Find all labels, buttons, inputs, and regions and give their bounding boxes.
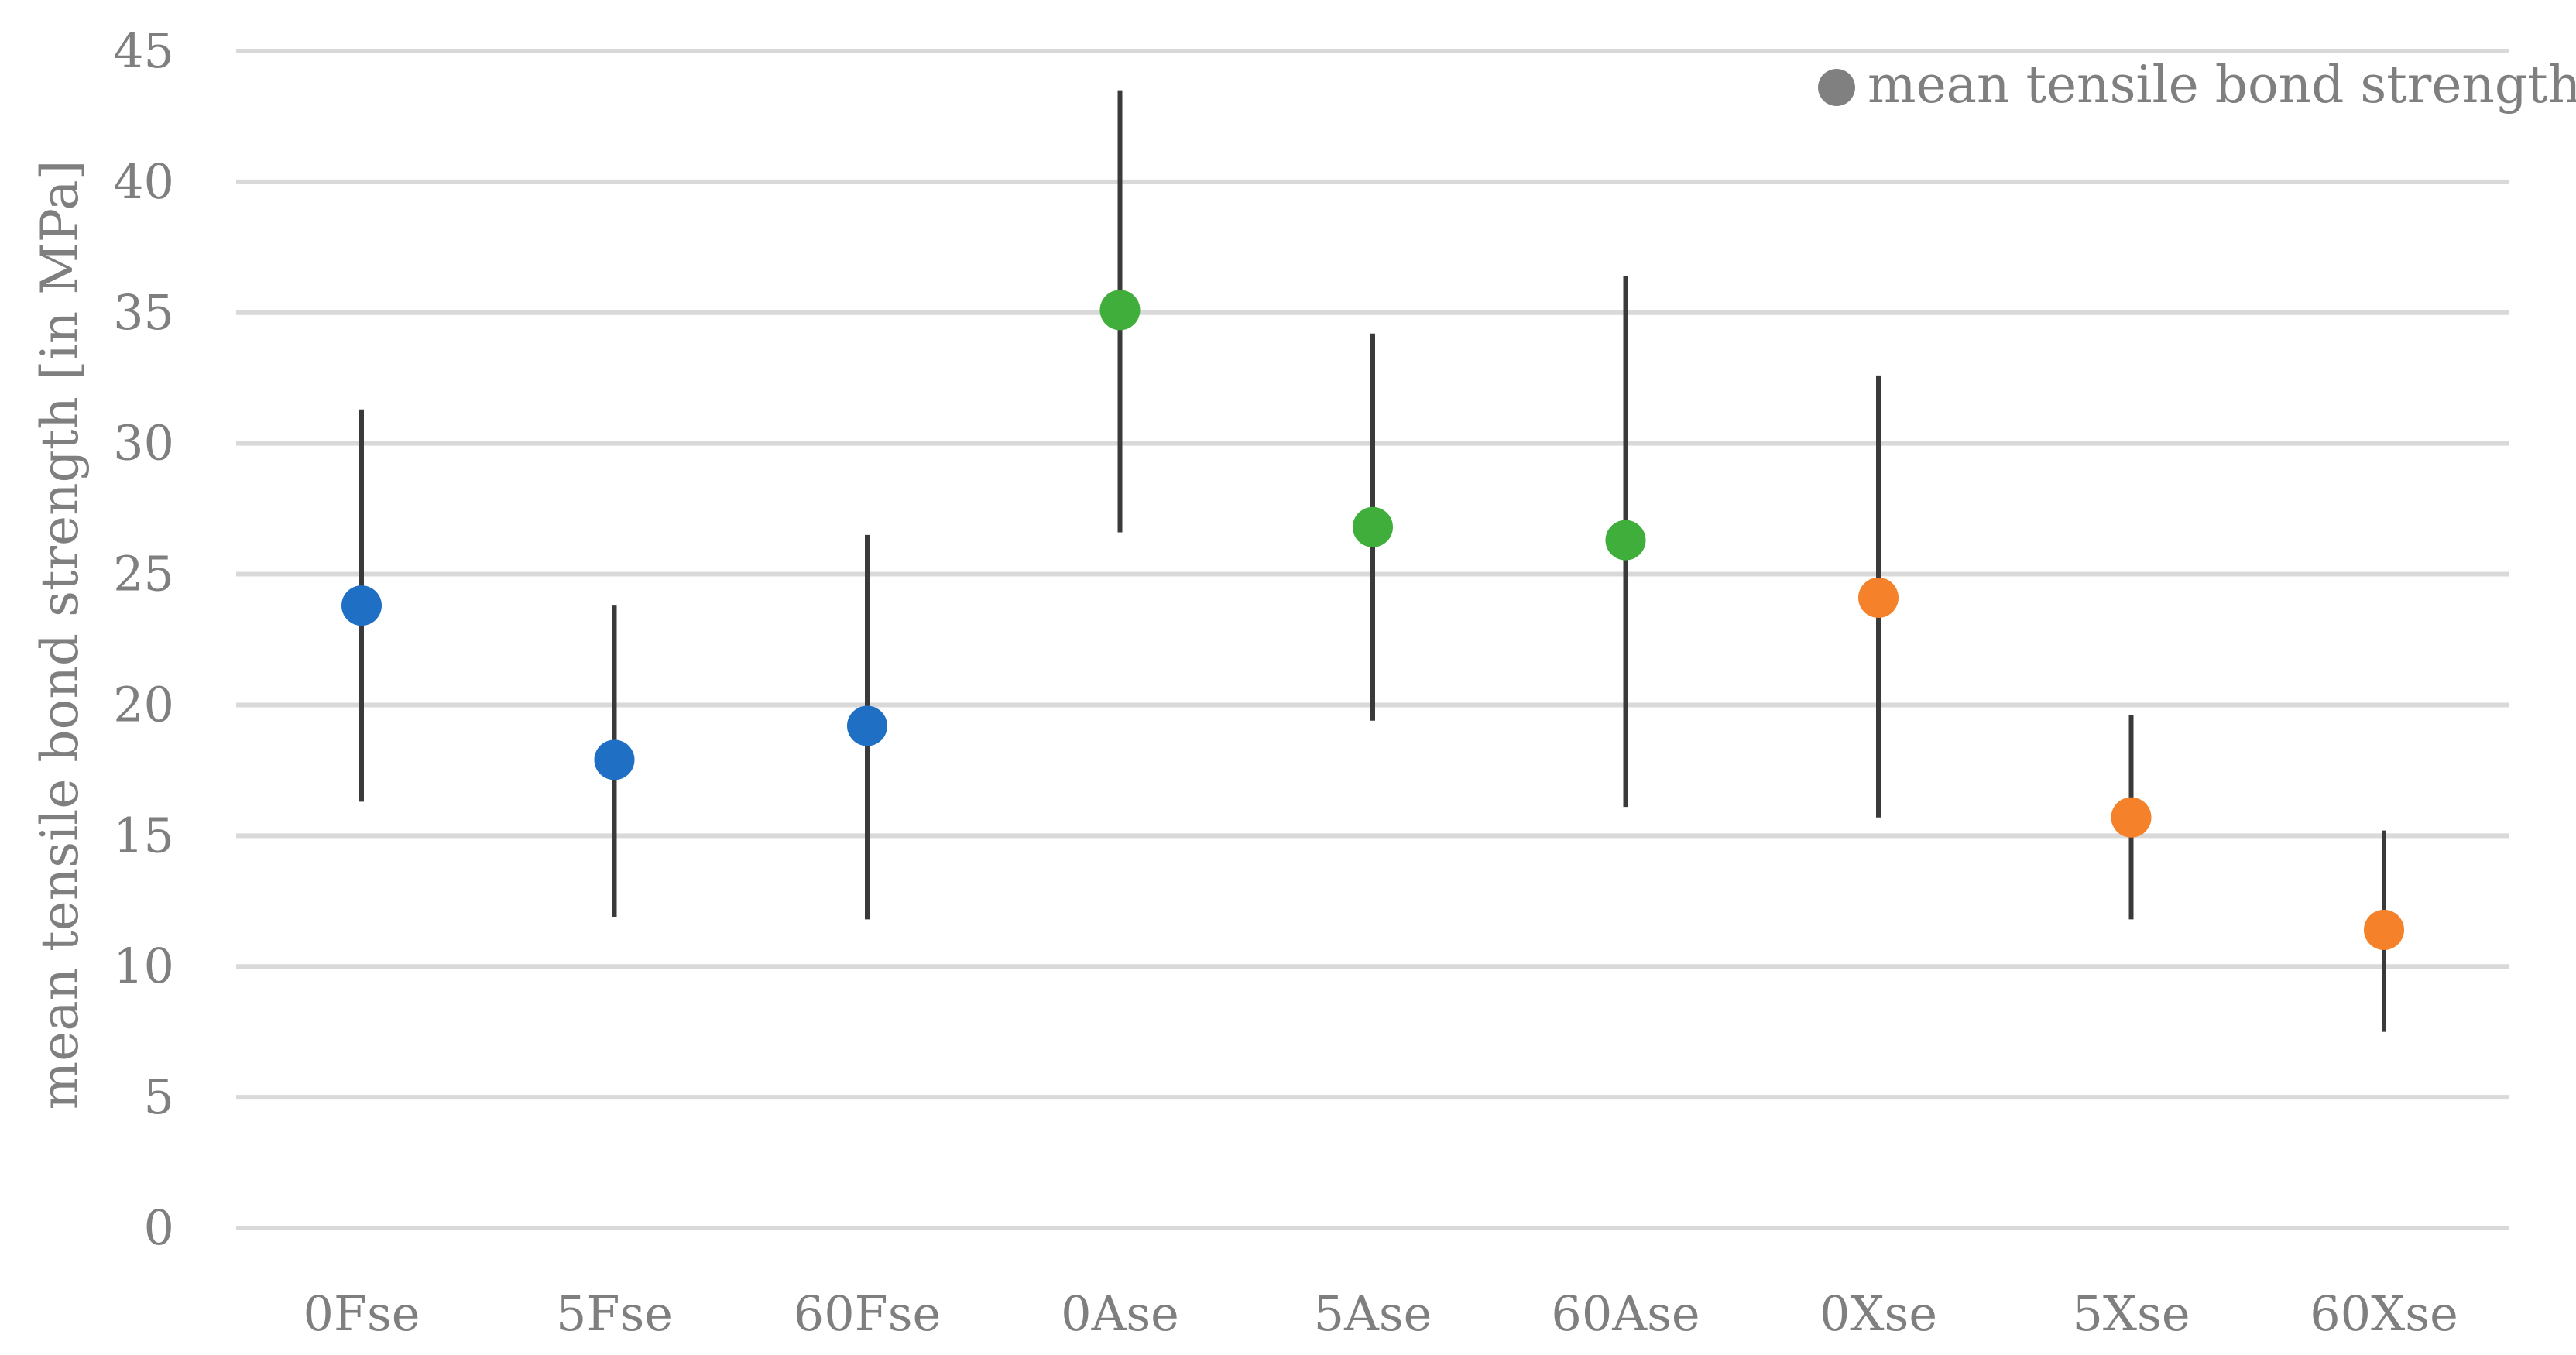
data-point [594,739,635,780]
error-bars [359,90,2386,1032]
y-tick-label: 25 [113,546,174,602]
x-tick-label: 60Fse [794,1285,941,1342]
x-tick-label: 60Ase [1551,1285,1700,1342]
data-points [341,290,2404,950]
x-tick-label: 0Xse [1820,1285,1937,1342]
x-tick-label: 5Xse [2072,1285,2190,1342]
y-axis-title: mean tensile bond strength [in MPa] [30,160,90,1110]
x-tick-label: 0Ase [1061,1285,1179,1342]
y-tick-label: 0 [144,1199,174,1256]
y-tick-label: 10 [113,938,174,994]
data-point [1099,290,1141,331]
x-tick-label: 5Fse [556,1285,673,1342]
legend-label: mean tensile bond strength [1868,55,2576,115]
y-axis-ticks: 0 5 10 15 20 25 30 35 40 45 [113,22,174,1256]
data-point [1858,577,1899,618]
y-tick-label: 15 [113,807,174,863]
x-tick-label: 5Ase [1314,1285,1432,1342]
legend-marker [1818,69,1855,106]
y-tick-label: 35 [113,284,174,341]
y-tick-label: 5 [144,1069,174,1125]
y-tick-label: 20 [113,676,174,732]
y-tick-label: 30 [113,415,174,472]
data-point [341,585,382,626]
legend: mean tensile bond strength [1818,55,2576,115]
x-tick-label: 0Fse [304,1285,420,1342]
data-point [2364,909,2404,950]
data-point [1353,506,1393,547]
x-axis-ticks: 0Fse 5Fse 60Fse 0Ase 5Ase 60Ase 0Xse 5Xse 60Xse [304,1285,2458,1342]
data-point [1605,520,1646,561]
data-point [847,705,887,746]
x-tick-label: 60Xse [2310,1285,2458,1342]
y-tick-label: 40 [113,153,174,210]
data-point [2111,797,2152,838]
y-tick-label: 45 [113,22,174,79]
